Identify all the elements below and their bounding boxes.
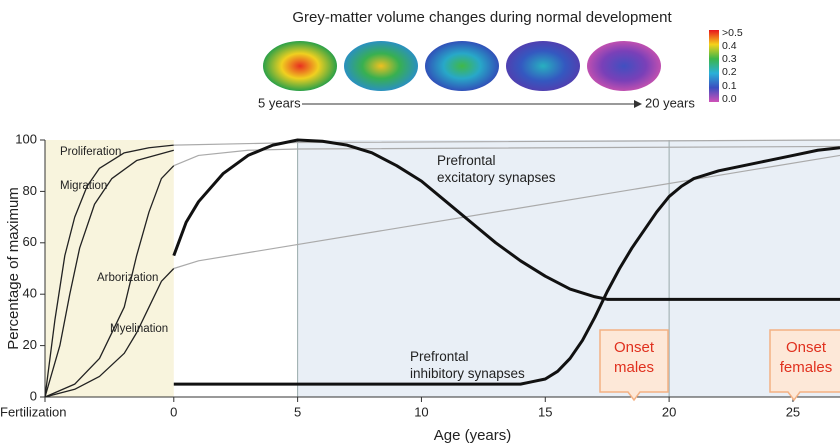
colorbar-label: 0.1 bbox=[722, 80, 737, 92]
x-tick-label: 20 bbox=[662, 404, 676, 419]
x-axis-label: Age (years) bbox=[434, 427, 512, 444]
annotation: Onset males bbox=[600, 338, 668, 378]
title: Grey-matter volume changes during normal… bbox=[292, 9, 672, 26]
y-tick-label: 60 bbox=[23, 234, 37, 249]
series-label: Prefrontal excitatory synapses bbox=[437, 152, 556, 186]
series-label: Myelination bbox=[110, 322, 168, 337]
colorbar-label: 0.0 bbox=[722, 93, 737, 105]
x-tick-label: 15 bbox=[538, 404, 552, 419]
colorbar bbox=[709, 30, 719, 102]
series-label: Proliferation bbox=[60, 145, 121, 160]
colorbar-label: >0.5 bbox=[722, 27, 743, 39]
x-tick-label: 0 bbox=[170, 404, 177, 419]
x-tick-label: 10 bbox=[414, 404, 428, 419]
y-tick-label: 100 bbox=[15, 131, 37, 146]
y-tick-label: 0 bbox=[30, 388, 37, 403]
colorbar-label: 0.2 bbox=[722, 66, 737, 78]
y-tick-label: 20 bbox=[23, 337, 37, 352]
arrow-head bbox=[634, 100, 642, 108]
y-tick-label: 80 bbox=[23, 183, 37, 198]
x-tick-label: 25 bbox=[786, 404, 800, 419]
series-label: Arborization bbox=[97, 271, 158, 286]
y-tick-label: 40 bbox=[23, 286, 37, 301]
series-label: Migration bbox=[60, 179, 107, 194]
start-label: 5 years bbox=[258, 95, 301, 110]
x-tick-label: Fertilization bbox=[0, 404, 66, 419]
colorbar-label: 0.3 bbox=[722, 53, 737, 65]
annotation: Onset females bbox=[772, 338, 840, 378]
end-label: 20 years bbox=[645, 95, 695, 110]
series-label: Prefrontal inhibitory synapses bbox=[410, 348, 525, 382]
x-tick-label: 5 bbox=[294, 404, 301, 419]
y-axis-label: Percentage of maximum bbox=[5, 187, 22, 350]
brain-images bbox=[263, 41, 661, 91]
colorbar-label: 0.4 bbox=[722, 40, 737, 52]
page: Grey-matter volume changes during normal… bbox=[0, 0, 840, 445]
